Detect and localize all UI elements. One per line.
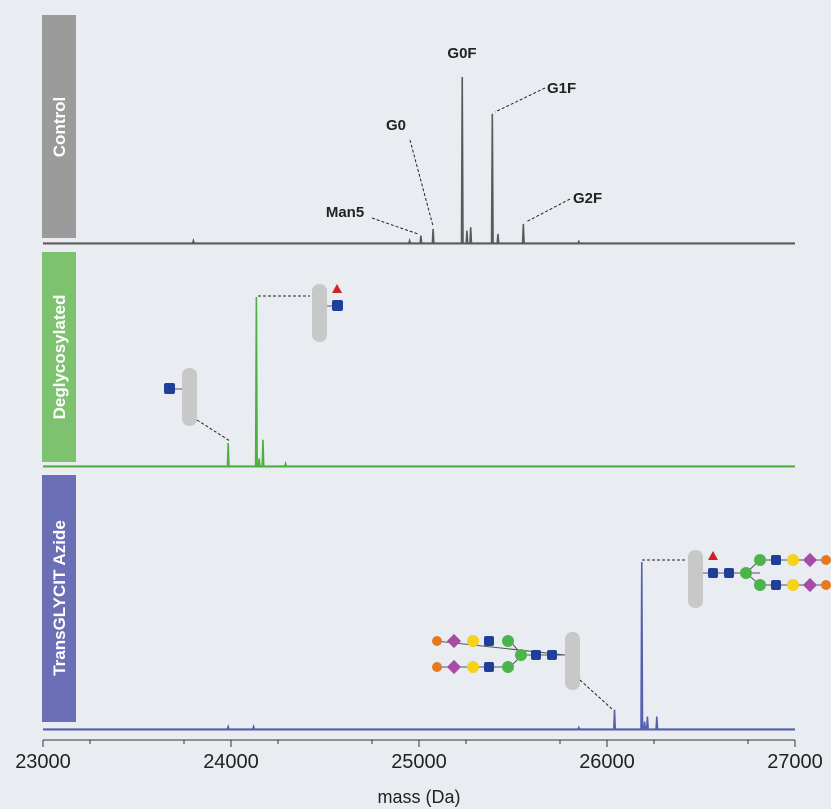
x-tick-label: 27000 [767,751,823,773]
panel-label: Deglycosylated [50,295,69,420]
glycan-icon [642,550,831,608]
glycan-icon [258,284,343,342]
glycan-icon [164,368,230,441]
chart: Control Deglycosylated TransGLYCIT Azide… [0,0,831,809]
panel-label: TransGLYCIT Azide [50,520,69,676]
spectrum-line [43,77,795,243]
leader-line [495,88,545,112]
x-axis-label: mass (Da) [377,787,460,807]
panel-label: Control [50,97,69,157]
annotation: G0F [447,45,476,62]
leader-line [372,218,418,234]
annotation: Man5 [326,204,364,221]
x-tick-label: 24000 [203,751,259,773]
annotation: G0 [386,117,406,134]
leader-line [410,140,433,226]
x-tick-label: 25000 [391,751,447,773]
glycan-icon [432,632,612,709]
x-tick-label: 26000 [579,751,635,773]
leader-line [526,199,570,222]
spectrum-line [43,297,795,466]
annotation: G2F [573,190,602,207]
x-tick-label: 23000 [15,751,71,773]
spectrum-line [43,562,795,729]
annotation: G1F [547,80,576,97]
